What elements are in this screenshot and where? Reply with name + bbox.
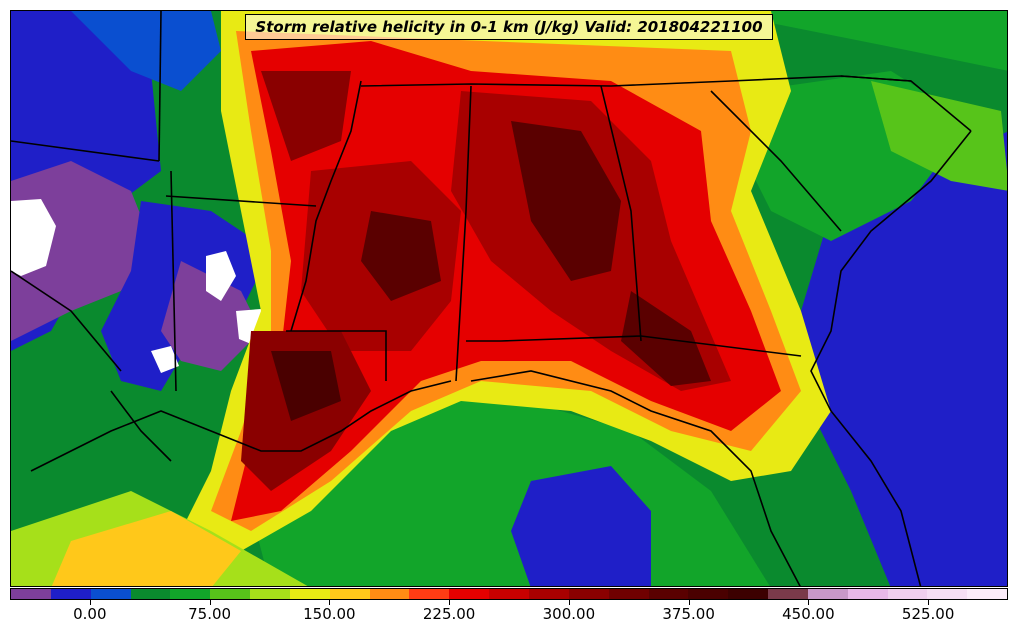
colorbar-tick [808, 600, 810, 605]
field-purple-west-core [11, 161, 151, 341]
field-maroon-max-3 [271, 351, 341, 421]
colorbar-tick [928, 600, 930, 605]
colorbar-tick [449, 600, 451, 605]
field-blue-northeast [711, 11, 1007, 71]
colorbar-tick [329, 600, 331, 605]
field-blue-northwest [71, 11, 221, 91]
colorbar-segment [927, 589, 968, 599]
state-line-ga-sc [710, 90, 842, 232]
colorbar-segment [449, 589, 490, 599]
colorbar-segment [967, 589, 1008, 599]
colorbar-segment [489, 589, 529, 599]
field-blue-gulf [511, 466, 651, 586]
colorbar-tick-label: 225.00 [422, 605, 476, 623]
coast-east [810, 130, 972, 586]
colorbar-segment [807, 589, 848, 599]
colorbar [10, 588, 1008, 600]
colorbar-segment [11, 589, 51, 599]
coast-texas [110, 390, 172, 462]
field-blue-atlantic [801, 131, 1007, 586]
state-line-ar-la [165, 195, 317, 207]
colorbar-segment [728, 589, 769, 599]
state-line-mississippi-river [290, 80, 362, 332]
field-maroon-max-4 [361, 211, 441, 301]
boundaries [11, 11, 972, 586]
field-maroon-max-1 [511, 121, 621, 281]
colorbar-segment [688, 589, 729, 599]
colorbar-segment [648, 589, 689, 599]
state-line-ok-tx [158, 11, 162, 162]
helicity-map [11, 11, 1007, 586]
colorbar-ticks: 0.00 75.00 150.00 225.00 300.00 375.00 450.00 5… [10, 600, 1008, 630]
colorbar-segment [847, 589, 888, 599]
map-title: Storm relative helicity in 0-1 km (J/kg)… [245, 14, 773, 40]
colorbar-tick [688, 600, 690, 605]
colorbar-tick-label: 450.00 [782, 605, 835, 623]
colorbar-segment [528, 589, 569, 599]
colorbar-segment [887, 589, 928, 599]
colorbar-tick-label: 300.00 [542, 605, 596, 623]
field-orange-southwest [51, 511, 241, 586]
colorbar-segment [409, 589, 450, 599]
field-lightgreen-east [871, 81, 1007, 191]
colorbar-segment [50, 589, 91, 599]
state-line-tx-la [170, 170, 177, 392]
colorbar-tick-label: 150.00 [303, 605, 356, 623]
colorbar-segment [568, 589, 609, 599]
colorbar-tick-label: 0.00 [73, 605, 107, 623]
colorbar-segment [369, 589, 410, 599]
field-purple-mid [161, 261, 261, 371]
state-line-ms-al [455, 85, 472, 382]
field-darkred-core-3 [261, 71, 351, 161]
colorbar-tick [89, 600, 91, 605]
colorbar-tick [209, 600, 211, 605]
colorbar-tick-label: 525.00 [901, 605, 955, 623]
colorbar-tick-label: 375.00 [662, 605, 715, 623]
colorbar-segment [329, 589, 370, 599]
field-white-patch-2 [206, 251, 236, 301]
colorbar-segment [289, 589, 330, 599]
colorbar-tick [568, 600, 570, 605]
colorbar-segment [250, 589, 290, 599]
colorbar-segment [608, 589, 649, 599]
coast-gulf-florida [470, 370, 801, 586]
map-panel [10, 10, 1008, 587]
state-line-fl-north [500, 335, 802, 357]
state-line-al-ga [600, 85, 642, 342]
coast-gulf-west [30, 380, 452, 472]
state-line-tx-sw [11, 270, 122, 372]
field-white-patch-1 [11, 199, 56, 276]
colorbar-segment [170, 589, 211, 599]
state-line-nc-sc [840, 75, 972, 132]
state-line-ok-ar [11, 140, 160, 162]
colorbar-segment [90, 589, 131, 599]
colorbar-segment [210, 589, 251, 599]
colorbar-tick-label: 75.00 [188, 605, 232, 623]
colorbar-segment [130, 589, 171, 599]
field-white-patch-4 [151, 346, 179, 373]
state-line-la-ms [286, 330, 387, 381]
colorbar-segment [768, 589, 808, 599]
